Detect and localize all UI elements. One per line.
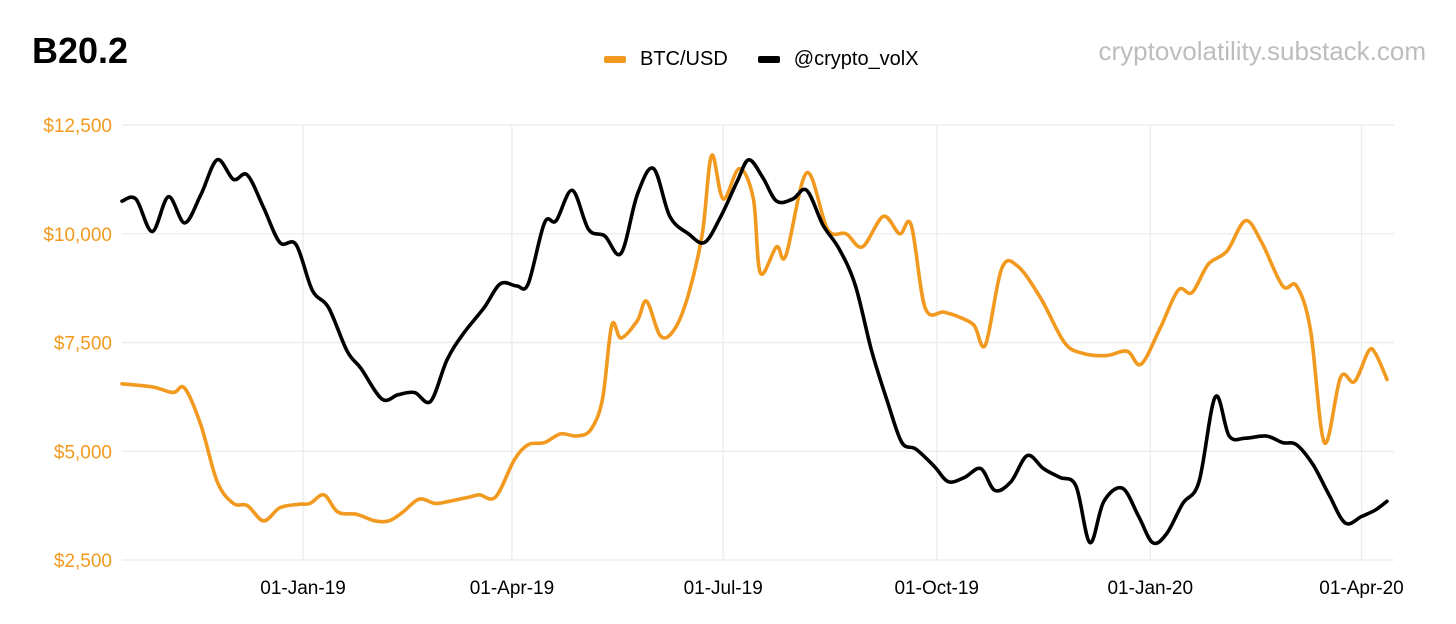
y-tick-label: $2,500 xyxy=(54,551,112,572)
y-tick-label: $5,000 xyxy=(54,442,112,463)
y-tick-label: $7,500 xyxy=(54,334,112,355)
series-line-crypto-volx xyxy=(120,157,1389,546)
x-tick-label: 01-Jan-20 xyxy=(1107,578,1193,599)
legend-swatch-btc xyxy=(604,56,626,63)
x-tick-label: 01-Oct-19 xyxy=(894,578,978,599)
series-line-btc-usd xyxy=(120,153,1389,524)
source-credit: cryptovolatility.substack.com xyxy=(1098,36,1426,66)
x-tick-label: 01-Apr-20 xyxy=(1319,578,1404,599)
y-tick-label: $10,000 xyxy=(43,225,112,246)
legend-label-btc: BTC/USD xyxy=(640,48,728,70)
chart-title: B20.2 xyxy=(32,30,129,71)
x-tick-label: 01-Jan-19 xyxy=(260,578,346,599)
x-tick-label: 01-Apr-19 xyxy=(470,578,555,599)
y-axis-ticks: $12,500 $10,000 $7,500 $5,000 $2,500 xyxy=(43,116,112,572)
grid-lines xyxy=(122,124,1394,561)
legend-swatch-volx xyxy=(757,56,780,63)
y-tick-label: $12,500 xyxy=(43,116,112,137)
legend-item-btc: BTC/USD xyxy=(604,48,728,71)
chart-legend: BTC/USD @crypto_volX xyxy=(604,48,949,71)
legend-label-volx: @crypto_volX xyxy=(793,48,919,70)
legend-item-volx: @crypto_volX xyxy=(757,48,919,71)
x-axis-ticks: 01-Jan-19 01-Apr-19 01-Jul-19 01-Oct-19 01-J… xyxy=(260,578,1403,599)
series-lines xyxy=(120,153,1389,546)
x-tick-label: 01-Jul-19 xyxy=(684,578,763,599)
